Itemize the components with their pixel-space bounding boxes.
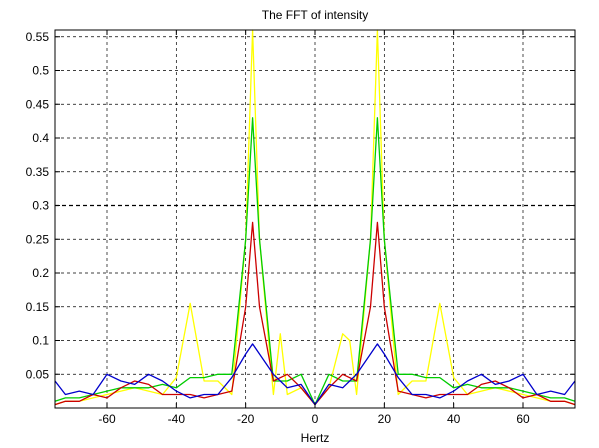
x-tick-label: -40 — [168, 412, 186, 426]
grid-lines — [55, 30, 575, 408]
y-tick-label: 0.4 — [32, 131, 49, 145]
x-tick-label: -20 — [237, 412, 255, 426]
y-axis-ticks: 0.05 0.1 0.15 0.2 0.25 0.3 0.35 0.4 0.45 0.5 0.55 — [26, 30, 575, 381]
y-tick-label: 0.35 — [26, 165, 50, 179]
chart-title: The FFT of intensity — [262, 8, 368, 22]
y-tick-label: 0.3 — [32, 199, 49, 213]
y-tick-label: 0.2 — [32, 266, 49, 280]
y-tick-label: 0.1 — [32, 334, 49, 348]
x-axis-ticks: -60 -40 -20 0 20 40 60 — [98, 30, 530, 426]
y-tick-label: 0.05 — [26, 367, 50, 381]
x-tick-label: -60 — [98, 412, 116, 426]
x-tick-label: 40 — [447, 412, 461, 426]
x-tick-label: 0 — [312, 412, 319, 426]
x-tick-label: 60 — [516, 412, 530, 426]
y-tick-label: 0.55 — [26, 30, 50, 44]
y-tick-label: 0.25 — [26, 232, 50, 246]
x-tick-label: 20 — [378, 412, 392, 426]
y-tick-label: 0.15 — [26, 300, 50, 314]
y-tick-label: 0.45 — [26, 97, 50, 111]
y-tick-label: 0.5 — [32, 64, 49, 78]
x-axis-label: Hertz — [301, 431, 330, 445]
